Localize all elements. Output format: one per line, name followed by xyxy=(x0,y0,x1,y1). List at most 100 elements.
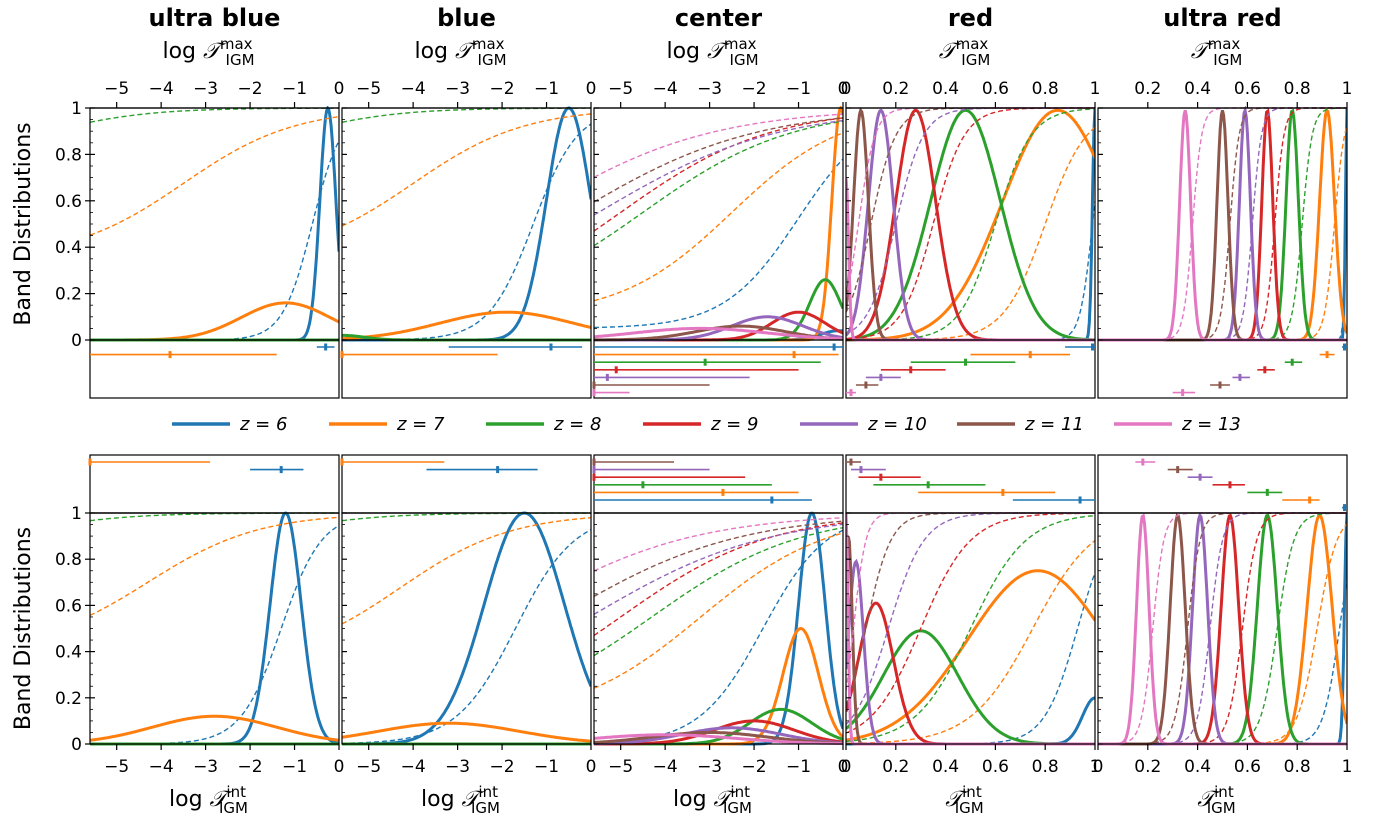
x-tick-label: 0 xyxy=(334,79,345,99)
x-tick-label: −4 xyxy=(149,79,174,99)
errorbar-marker-z11 xyxy=(864,381,868,389)
errorbar-strip-top-4 xyxy=(1097,339,1348,399)
panel-title: center xyxy=(675,4,762,32)
panel-bottom-3 xyxy=(845,512,1096,746)
pdf-line-z7 xyxy=(846,569,1095,742)
cdf-line-z13 xyxy=(594,517,843,572)
legend-item-z8: z = 8 xyxy=(486,414,601,435)
x-tick-label: 1 xyxy=(1342,79,1353,99)
x-tick-label: 0.4 xyxy=(1184,79,1211,99)
x-tick-label: 0.6 xyxy=(982,79,1009,99)
pdf-line-z13 xyxy=(594,733,843,746)
errorbar-marker-z8 xyxy=(1265,488,1269,496)
x-tick-label: −3 xyxy=(445,79,470,99)
pdf-line-z6 xyxy=(846,107,1095,342)
errorbar-strip-top-0 xyxy=(89,339,340,399)
cdf-line-z7 xyxy=(342,113,591,227)
legend-item-z9: z = 9 xyxy=(643,414,758,435)
errorbar-marker-z10 xyxy=(605,373,609,381)
errorbar-marker-z8 xyxy=(641,481,645,489)
errorbar-marker-z6 xyxy=(1078,496,1082,504)
x-tick-label: −5 xyxy=(356,79,381,99)
cdf-line-z11 xyxy=(594,520,843,598)
y-tick-label: 0.2 xyxy=(55,689,82,709)
cdf-line-z8 xyxy=(342,107,591,123)
panel-bottom-4 xyxy=(1097,512,1348,746)
errorbar-strip-top-1 xyxy=(340,339,592,399)
errorbar-marker-z8 xyxy=(926,481,930,489)
x-tick-label: −4 xyxy=(149,757,174,777)
x-tick-label: 0.6 xyxy=(982,757,1009,777)
pdf-line-z10 xyxy=(594,726,843,746)
x-tick-label: 0.2 xyxy=(1134,757,1161,777)
y-tick-label: 0 xyxy=(71,331,82,351)
pdf-line-z8 xyxy=(846,108,1095,342)
x-tick-label: −1 xyxy=(282,757,307,777)
cdf-line-z11 xyxy=(594,117,843,203)
pdf-line-z7 xyxy=(342,721,591,743)
cdf-line-z10 xyxy=(594,119,843,216)
errorbar-marker-z13 xyxy=(849,389,853,397)
errorbar-marker-z13 xyxy=(1181,389,1185,397)
errorbar-marker-z6 xyxy=(832,343,836,351)
pdf-line-z9 xyxy=(846,108,1095,342)
pdf-line-z7 xyxy=(342,310,591,341)
errorbar-marker-z6 xyxy=(549,343,553,351)
x-tick-label: 0.2 xyxy=(882,79,909,99)
x-ticks: 0 0.2 0.4 0.6 0.8 1 xyxy=(1093,744,1352,777)
pdf-line-z11 xyxy=(846,106,1095,342)
errorbar-strip-bottom-4 xyxy=(1097,454,1348,514)
panel-bottom-2 xyxy=(593,511,844,746)
cdf-line-z8 xyxy=(594,120,843,247)
errorbar-marker-z11 xyxy=(1218,381,1222,389)
panel-bottom-1 xyxy=(341,511,592,746)
errorbar-marker-z9 xyxy=(592,473,596,481)
panel-top-4 xyxy=(1097,106,1348,342)
cdf-line-z7 xyxy=(594,532,843,689)
x-tick-label: 0.8 xyxy=(1032,757,1059,777)
legend-item-z6: z = 6 xyxy=(172,414,287,435)
legend-item-z7: z = 7 xyxy=(329,414,445,435)
cdf-line-z13 xyxy=(846,107,1095,298)
x-ticks: −5 −4 −3 −2 −1 0 xyxy=(356,744,596,777)
x-ticks: −5 −4 −3 −2 −1 0 xyxy=(608,744,848,777)
cdf-line-z8 xyxy=(846,108,1095,341)
strip-frame xyxy=(89,339,340,399)
x-tick-label: −4 xyxy=(401,757,426,777)
y-tick-label: 0.6 xyxy=(55,596,82,616)
errorbar-marker-z8 xyxy=(1290,358,1294,366)
panel-title: blue xyxy=(437,4,496,32)
y-tick-label: 0.2 xyxy=(55,285,82,305)
errorbar-marker-z9 xyxy=(1228,481,1232,489)
x-tick-label: 1 xyxy=(1090,79,1101,99)
pdf-line-z8 xyxy=(846,629,1095,746)
panel-title: ultra red xyxy=(1163,4,1281,32)
x-tick-label: 0 xyxy=(838,79,849,99)
x-tick-label: −2 xyxy=(742,79,767,99)
x-tick-label: 1 xyxy=(1090,757,1101,777)
errorbar-marker-z11 xyxy=(592,381,596,389)
pdf-line-z13 xyxy=(594,326,843,341)
x-tick-label: −5 xyxy=(104,79,129,99)
x-tick-label: 0.2 xyxy=(1134,79,1161,99)
pdf-line-z6 xyxy=(342,106,591,342)
panel-title: red xyxy=(948,4,993,32)
y-axis-label: Band Distributions xyxy=(11,527,36,730)
x-tick-label: 0 xyxy=(586,757,597,777)
errorbar-marker-z13 xyxy=(1141,458,1145,466)
pdf-line-z11 xyxy=(846,536,1095,746)
strip-frame xyxy=(341,454,592,514)
errorbar-marker-z6 xyxy=(770,496,774,504)
y-tick-label: 1 xyxy=(71,99,82,119)
pdf-line-z6 xyxy=(90,511,339,746)
errorbar-marker-z9 xyxy=(879,473,883,481)
x-tick-label: −3 xyxy=(697,79,722,99)
x-ticks: −5 −4 −3 −2 −1 0 xyxy=(104,744,344,777)
panel-top-3 xyxy=(845,106,1096,342)
x-axis-label: 𝒯int IGM xyxy=(945,783,983,817)
x-tick-label: −4 xyxy=(653,757,678,777)
x-axis-label: 𝒯int IGM xyxy=(1197,783,1235,817)
cdf-line-z6 xyxy=(90,140,339,341)
strip-frame xyxy=(845,339,1096,399)
errorbar-marker-z10 xyxy=(879,373,883,381)
